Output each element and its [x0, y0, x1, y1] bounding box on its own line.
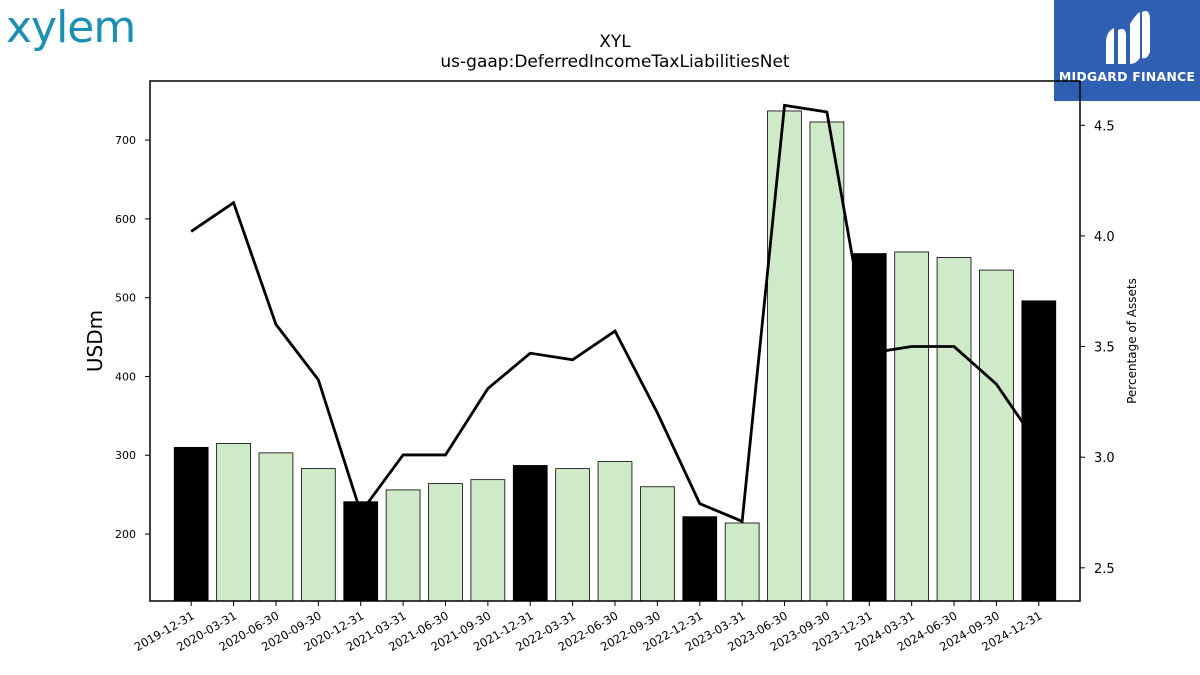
y-tick-label-300: 300 — [115, 449, 136, 462]
bar-2021-03-31 — [385, 489, 421, 602]
bar-2020-03-31 — [216, 443, 251, 602]
brand-name: MIDGARD FINANCE — [1058, 69, 1196, 84]
y-tick-label-500: 500 — [115, 292, 136, 305]
chart-subtitle: us-gaap:DeferredIncomeTaxLiabilitiesNet — [440, 52, 790, 72]
line-group — [190, 103, 1040, 524]
bar-2024-03-31 — [894, 251, 930, 602]
y-tick-label-200: 200 — [115, 528, 136, 541]
y2-tick-label-4.5: 4.5 — [1094, 119, 1115, 134]
bar-2021-12-31 — [512, 465, 548, 602]
bar-2020-09-30 — [300, 468, 336, 602]
bar-2022-06-30 — [597, 461, 633, 602]
bar-2024-06-30 — [936, 257, 972, 602]
bar-2022-03-31 — [555, 468, 590, 602]
y2-tick-label-4: 4.0 — [1094, 230, 1115, 245]
bar-2019-12-31 — [173, 446, 209, 602]
percentage-line — [190, 103, 1040, 524]
y-tick-label-400: 400 — [115, 370, 136, 383]
y-axis-label: USDm — [83, 310, 107, 372]
y-tick-label-700: 700 — [115, 134, 136, 147]
bar-2023-09-30 — [809, 121, 845, 602]
bar-2020-06-30 — [258, 452, 294, 602]
bar-2024-12-31 — [1021, 300, 1057, 602]
y-tick-label-600: 600 — [115, 213, 136, 226]
midgard-emblem-icon — [1106, 11, 1150, 64]
y2-tick-label-3.5: 3.5 — [1094, 341, 1115, 356]
bar-2022-09-30 — [640, 486, 675, 602]
bar-2024-09-30 — [979, 269, 1014, 602]
bar-2023-12-31 — [851, 253, 887, 602]
bar-2023-03-31 — [724, 522, 760, 602]
xylem-logo: xylem — [6, 2, 136, 53]
bar-2020-12-31 — [343, 501, 379, 602]
bar-2021-06-30 — [428, 483, 463, 602]
midgard-finance-logo: MIDGARD FINANCE — [1054, 0, 1200, 101]
bar-2022-12-31 — [682, 516, 718, 602]
bar-2021-09-30 — [470, 479, 506, 602]
y2-tick-label-3: 3.0 — [1094, 451, 1115, 466]
y2-tick-label-2.5: 2.5 — [1094, 562, 1115, 577]
chart-title: XYL — [599, 32, 631, 52]
y2-axis-label: Percentage of Assets — [1125, 278, 1139, 404]
bars-group — [173, 110, 1057, 602]
bar-2023-06-30 — [767, 110, 802, 602]
